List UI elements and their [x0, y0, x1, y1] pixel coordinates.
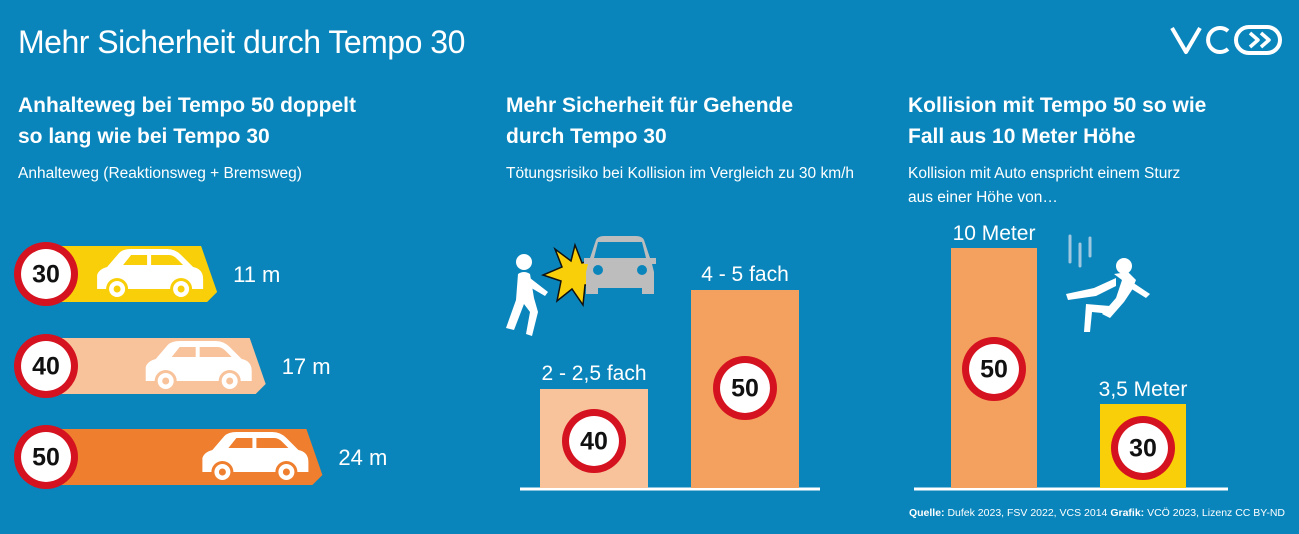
car-window [123, 255, 148, 265]
sign-face [21, 432, 71, 482]
sign-face [21, 249, 71, 299]
sign-face [21, 341, 71, 391]
person-arm [1130, 282, 1150, 298]
car-icon [145, 341, 252, 392]
car-window [151, 255, 184, 265]
risk-label: 2 - 2,5 fach [541, 362, 646, 385]
pedestrian-head [516, 254, 532, 270]
page-title: Mehr Sicherheit durch Tempo 30 [18, 24, 465, 60]
sign-number: 50 [980, 356, 1008, 384]
sign-number: 40 [32, 353, 60, 381]
person-torso [1102, 272, 1136, 318]
car-hub [226, 377, 234, 385]
sign-face [569, 416, 619, 466]
distance-label: 24 m [338, 445, 387, 470]
car-front-icon [584, 236, 656, 294]
sign-number: 30 [32, 261, 60, 289]
car-hub [162, 377, 170, 385]
sign-face [720, 363, 770, 413]
panel-2-subtitle: Tötungsrisiko bei Kollision im Vergleich… [506, 165, 855, 182]
car-window [228, 438, 253, 448]
car-icon [202, 432, 309, 483]
speed-sign-40: 40 [14, 334, 78, 398]
graphic-label: Grafik: [1110, 507, 1145, 519]
speed-sign-50: 50 [713, 356, 777, 420]
source-label: Quelle: [908, 507, 945, 519]
car-hub [113, 285, 121, 293]
risk-label: 4 - 5 fach [701, 263, 789, 286]
sign-face [969, 344, 1019, 394]
distance-label: 17 m [282, 354, 331, 379]
speed-sign-50: 50 [14, 425, 78, 489]
panel-3-subtitle: Kollision mit Auto enspricht einem Sturz… [908, 165, 1181, 206]
source-note: Quelle: Dufek 2023, FSV 2022, VCS 2014 G… [909, 507, 1285, 519]
car-window [256, 438, 289, 448]
car-windshield [594, 242, 646, 258]
speed-sign-40: 40 [562, 409, 626, 473]
car-hub [218, 468, 226, 476]
falling-person-icon [1066, 234, 1150, 332]
car-headlight [593, 265, 603, 275]
car-icon [97, 249, 204, 300]
panel-1-subtitle: Anhalteweg (Reaktionsweg + Bremsweg) [18, 165, 302, 182]
sign-number: 50 [32, 444, 60, 472]
distance-label: 11 m [233, 262, 280, 287]
panel-2-title: Mehr Sicherheit für Gehende durch Tempo … [506, 94, 794, 148]
speed-sign-30: 30 [14, 242, 78, 306]
person-leg [1066, 278, 1116, 300]
stopping-distance-chart: 30 11 m 40 17 m 50 24 m [14, 242, 387, 489]
car-hub [177, 285, 185, 293]
vco-logo [1170, 25, 1282, 55]
panel-1-title: Anhalteweg bei Tempo 50 doppelt so lang … [18, 94, 356, 148]
pedestrian-body [506, 272, 538, 336]
car-hub [282, 468, 290, 476]
person-leg [1084, 304, 1112, 332]
fatality-risk-chart: 40 2 - 2,5 fach 50 4 - 5 fach [506, 236, 820, 491]
fall-height-chart: 50 10 Meter 30 3,5 Meter [914, 222, 1228, 491]
height-label: 10 Meter [953, 222, 1036, 245]
graphic-text: VCÖ 2023, Lizenz CC BY-ND [1144, 507, 1285, 519]
person-head [1116, 258, 1132, 274]
sign-number: 40 [580, 428, 608, 456]
sign-face [1118, 423, 1168, 473]
source-text: Dufek 2023, FSV 2022, VCS 2014 [944, 507, 1111, 519]
speed-sign-30: 30 [1111, 416, 1175, 480]
panel-3-title: Kollision mit Tempo 50 so wie Fall aus 1… [908, 94, 1207, 148]
height-label: 3,5 Meter [1099, 378, 1188, 401]
car-headlight [637, 265, 647, 275]
speed-sign-50: 50 [962, 337, 1026, 401]
sign-number: 30 [1129, 435, 1157, 463]
car-window [171, 347, 196, 357]
pedestrian-arm [528, 278, 548, 296]
pedestrian-icon [506, 254, 548, 336]
sign-number: 50 [731, 375, 759, 403]
car-window [199, 347, 232, 357]
